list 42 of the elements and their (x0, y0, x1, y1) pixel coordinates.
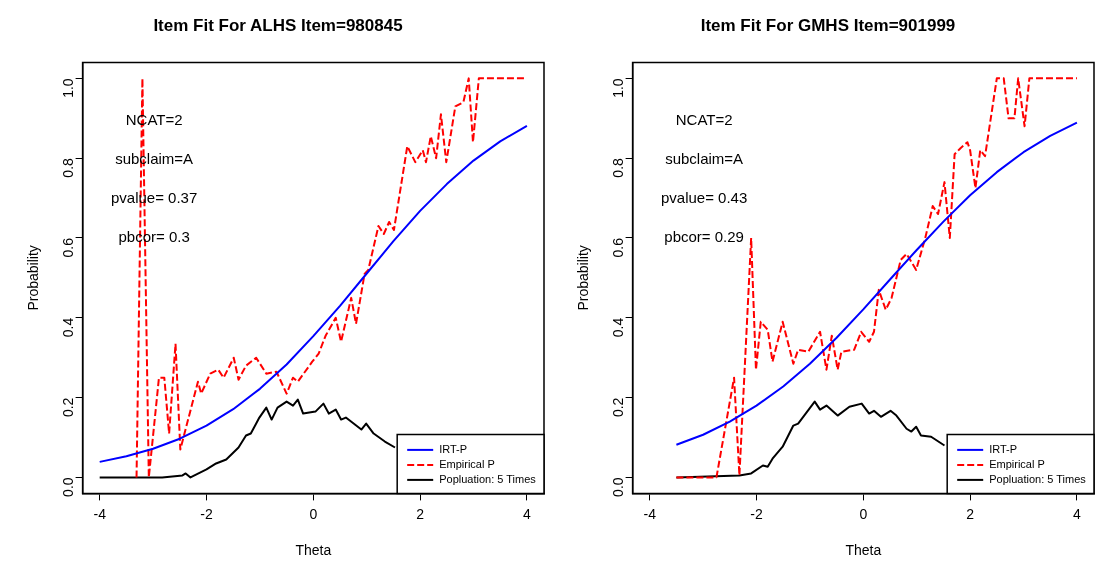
x-axis-title: Theta (845, 542, 882, 559)
y-axis-title: Probability (575, 245, 592, 311)
x-tick-label: -4 (643, 505, 657, 522)
y-tick-label: 0.0 (60, 477, 77, 497)
legend-label: Popluation: 5 Times (989, 472, 1087, 485)
annotation: pbcor= 0.29 (664, 227, 744, 245)
y-tick-label: 0.4 (610, 317, 627, 338)
x-axis-title: Theta (295, 542, 332, 559)
x-tick-label: -4 (93, 505, 107, 522)
annotation: NCAT=2 (675, 110, 733, 128)
legend-label: IRT-P (439, 442, 468, 455)
y-tick-label: 1.0 (60, 78, 77, 98)
y-tick-label: 0.8 (60, 157, 77, 178)
x-tick-label: 4 (523, 505, 532, 522)
y-tick-label: 0.6 (60, 237, 77, 258)
x-tick-label: 2 (966, 505, 975, 522)
x-tick-label: 2 (416, 505, 425, 522)
legend-label: Empirical P (439, 457, 495, 470)
annotation: NCAT=2 (125, 110, 183, 128)
annotation: subclaim=A (665, 149, 744, 167)
y-tick-label: 0.0 (610, 477, 627, 497)
y-tick-label: 1.0 (610, 78, 627, 98)
chart-title: Item Fit For ALHS Item=980845 (153, 15, 403, 35)
annotation: pvalue= 0.43 (660, 188, 748, 206)
x-tick-label: 0 (309, 505, 318, 522)
legend-label: Empirical P (989, 457, 1045, 470)
y-tick-label: 0.8 (610, 157, 627, 178)
y-tick-label: 0.2 (60, 397, 77, 418)
y-tick-label: 0.6 (610, 237, 627, 258)
y-axis-title: Probability (25, 245, 42, 311)
x-tick-label: -2 (200, 505, 213, 522)
annotation: pbcor= 0.3 (118, 227, 190, 245)
x-tick-label: -2 (750, 505, 763, 522)
x-tick-label: 4 (1073, 505, 1082, 522)
y-tick-label: 0.4 (60, 317, 77, 338)
chart-title: Item Fit For GMHS Item=901999 (700, 15, 956, 35)
annotation: subclaim=A (115, 149, 194, 167)
legend-label: IRT-P (989, 442, 1018, 455)
y-tick-label: 0.2 (610, 397, 627, 418)
annotation: pvalue= 0.37 (110, 188, 198, 206)
legend-label: Popluation: 5 Times (439, 472, 537, 485)
x-tick-label: 0 (859, 505, 868, 522)
